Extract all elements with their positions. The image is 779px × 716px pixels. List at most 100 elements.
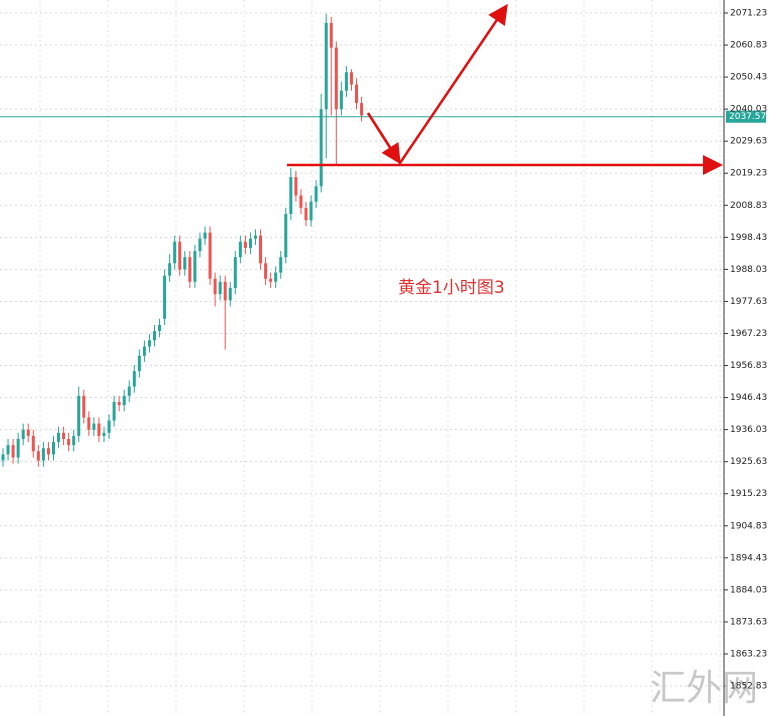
- y-tick-label: 1946.43: [730, 393, 767, 403]
- candle-body: [264, 263, 268, 279]
- candle-body: [11, 445, 15, 458]
- current-price-box: [726, 110, 766, 123]
- candle-body: [31, 435, 35, 452]
- candle-body: [46, 448, 50, 455]
- candle-body: [137, 355, 141, 372]
- candle-body: [57, 432, 61, 443]
- candle-body: [122, 395, 126, 406]
- candle-body: [238, 241, 242, 258]
- candle-body: [67, 438, 71, 446]
- candle-body: [259, 235, 263, 264]
- y-tick-label: 2071.23: [730, 9, 767, 19]
- candle-body: [203, 232, 207, 239]
- candle-body: [178, 241, 182, 270]
- candle-body: [213, 278, 217, 295]
- y-tick-label: 1967.23: [730, 329, 767, 339]
- candle-body: [112, 401, 116, 421]
- candle-body: [309, 201, 313, 221]
- y-tick-label: 1904.83: [730, 521, 767, 531]
- y-tick-label: 2029.63: [730, 137, 767, 147]
- y-tick-label: 1915.23: [730, 489, 767, 499]
- candle-body: [77, 395, 81, 436]
- candle-body: [339, 90, 343, 110]
- y-tick-label: 1863.23: [730, 649, 767, 659]
- candle-body: [279, 257, 283, 273]
- candle-body: [97, 423, 101, 436]
- candle-body: [62, 432, 66, 439]
- candle-body: [360, 103, 364, 116]
- candle-body: [132, 371, 136, 387]
- annotations: 2037.57: [0, 110, 766, 176]
- y-tick-label: 1988.03: [730, 265, 767, 275]
- candle-body: [314, 186, 318, 202]
- candles: [1, 13, 364, 467]
- y-tick-label: 2050.43: [730, 73, 767, 83]
- candle-body: [87, 417, 91, 430]
- candle-body: [198, 238, 202, 251]
- y-tick-label: 2019.23: [730, 169, 767, 179]
- candle-body: [102, 432, 106, 436]
- candle-body: [107, 420, 111, 433]
- candle-body: [183, 257, 187, 270]
- candle-body: [173, 241, 177, 264]
- candle-body: [254, 235, 257, 239]
- y-tick-label: 2008.83: [730, 201, 767, 211]
- candle-body: [208, 232, 212, 279]
- candle-body: [21, 429, 25, 439]
- candle-body: [6, 445, 10, 455]
- y-tick-label: 1873.63: [730, 617, 767, 627]
- candle-body: [223, 281, 227, 301]
- candle-body: [163, 275, 167, 319]
- candle-body: [26, 429, 30, 436]
- candle-body: [142, 346, 146, 356]
- y-tick-label: 2040.03: [730, 105, 767, 115]
- candle-body: [269, 278, 273, 282]
- y-tick-label: 1956.83: [730, 361, 767, 371]
- candle-body: [153, 331, 156, 341]
- candle-body: [228, 287, 232, 301]
- candle-body: [274, 272, 278, 282]
- candle-body: [289, 177, 293, 215]
- y-tick-label: 1977.63: [730, 297, 767, 307]
- candle-body: [294, 177, 298, 196]
- grid: [0, 0, 728, 716]
- y-tick-label: 1852.83: [730, 682, 767, 692]
- candle-body: [193, 250, 197, 282]
- watermark: 汇外网: [650, 668, 758, 709]
- candle-body: [147, 340, 151, 347]
- candle-body: [188, 257, 192, 282]
- candle-body: [299, 195, 303, 208]
- candle-body: [355, 84, 358, 104]
- candle-body: [329, 22, 333, 48]
- candle-body: [304, 207, 308, 221]
- candle-body: [248, 238, 252, 248]
- y-tick-label: 1936.03: [730, 425, 767, 435]
- candle-body: [233, 257, 237, 288]
- y-tick-label: 1884.03: [730, 585, 767, 595]
- candle-body: [82, 395, 86, 418]
- candle-body: [72, 435, 76, 446]
- candle-body: [168, 263, 172, 276]
- annotation-text: 黄金1小时图3: [398, 278, 505, 298]
- candle-body: [16, 438, 20, 458]
- y-tick-label: 1894.43: [730, 553, 767, 563]
- candle-body: [344, 72, 348, 91]
- candle-body: [36, 451, 40, 461]
- y-tick-label: 1925.63: [730, 457, 767, 467]
- y-tick-label: 2060.83: [730, 41, 767, 51]
- candle-body: [92, 423, 96, 430]
- candle-body: [127, 386, 131, 396]
- candle-body: [349, 72, 353, 85]
- candle-body: [41, 448, 45, 461]
- current-price-label: 2037.57: [729, 112, 766, 122]
- candle-body: [284, 214, 288, 258]
- candle-body: [218, 281, 222, 295]
- candle-body: [158, 324, 162, 332]
- candle-body: [334, 47, 338, 110]
- y-tick-label: 1998.43: [730, 233, 767, 243]
- candle-body: [1, 454, 5, 461]
- down-arrow: [366, 112, 401, 165]
- candle-body: [52, 442, 55, 455]
